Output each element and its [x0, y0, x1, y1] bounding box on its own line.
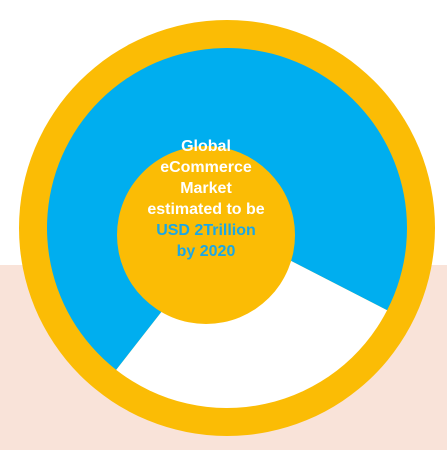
center-label-line-5: USD 2Trillion [156, 222, 256, 239]
center-label-line-4: estimated to be [147, 201, 265, 218]
center-label-line-1: Global [181, 138, 231, 155]
donut-hole [117, 146, 295, 324]
donut-slice-2 [116, 228, 388, 408]
center-label-line-6: by 2020 [176, 243, 236, 260]
center-label: Global eCommerce Market estimated to be … [138, 136, 274, 262]
center-label-line-3: Market [180, 180, 232, 197]
center-label-line-2: eCommerce [160, 159, 252, 176]
